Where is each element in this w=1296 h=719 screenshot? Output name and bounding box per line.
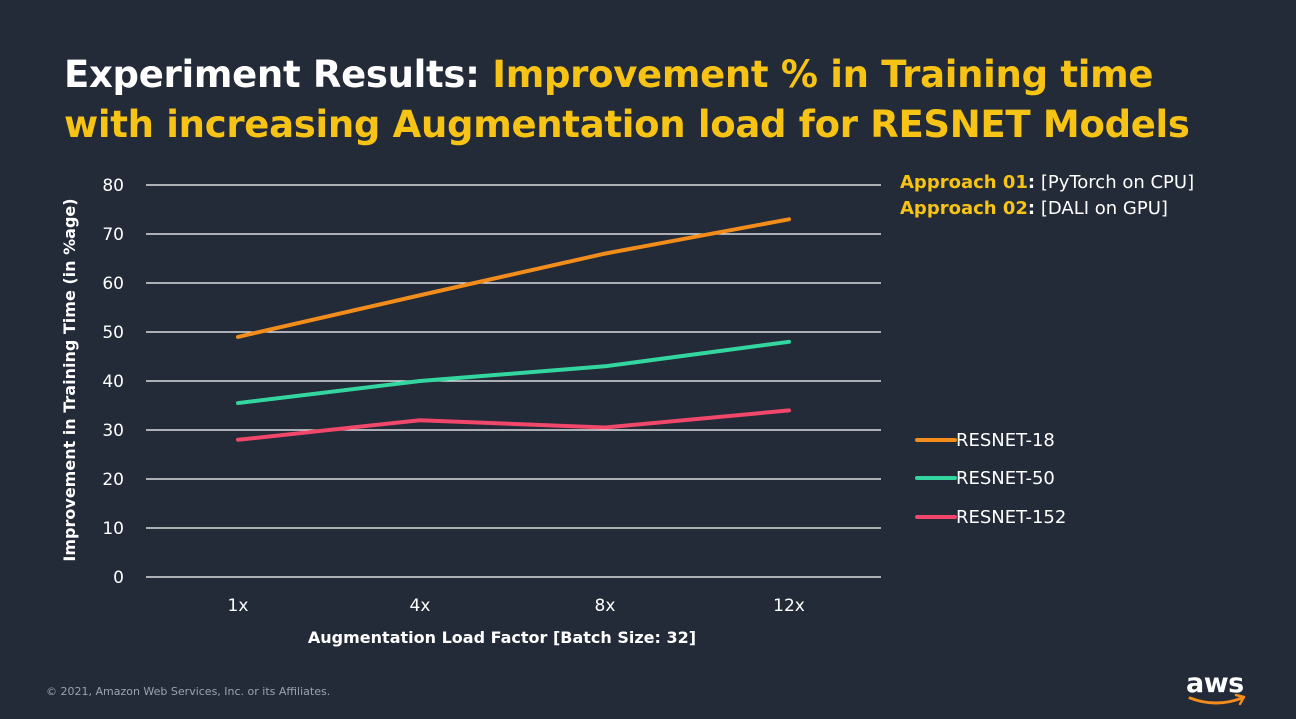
- x-tick-label: 12x: [773, 596, 805, 616]
- aws-arrow-icon: [1234, 693, 1246, 706]
- y-axis-ticks: 0 10 20 30 40 50 60 70 80: [102, 176, 124, 588]
- series-line-resnet-50: [236, 339, 791, 406]
- aws-logo: aws: [1186, 668, 1246, 706]
- x-tick-label: 8x: [595, 596, 616, 616]
- y-tick-label: 40: [102, 372, 124, 392]
- y-tick-label: 0: [113, 568, 124, 588]
- x-tick-label: 1x: [228, 596, 249, 616]
- chart-legend: RESNET-18 RESNET-50 RESNET-152: [915, 430, 1066, 528]
- y-tick-label: 50: [102, 323, 124, 343]
- aws-smile-icon: [1188, 696, 1244, 705]
- title-prefix: Experiment Results:: [64, 53, 480, 96]
- title-highlight-line2: with increasing Augmentation load for RE…: [64, 103, 1190, 146]
- aws-logo-text: aws: [1186, 668, 1244, 699]
- chart-series-lines: [236, 217, 791, 442]
- approach-02-value: [DALI on GPU]: [1040, 198, 1168, 219]
- approach-01-value: [PyTorch on CPU]: [1040, 172, 1195, 193]
- title-highlight-line1: Improvement % in Training time: [492, 53, 1154, 96]
- approach-02-key: Approach 02: [900, 198, 1028, 219]
- y-axis-label: Improvement in Training Time (in %age): [60, 198, 79, 561]
- y-tick-label: 20: [102, 470, 124, 490]
- y-tick-label: 10: [102, 519, 124, 539]
- series-line-resnet-152: [236, 408, 791, 442]
- approach-02-note: Approach 02: [DALI on GPU]: [900, 198, 1168, 219]
- y-tick-label: 30: [102, 421, 124, 441]
- copyright-footer: © 2021, Amazon Web Services, Inc. or its…: [46, 685, 331, 698]
- legend-label: RESNET-152: [956, 507, 1066, 528]
- y-tick-label: 80: [102, 176, 124, 196]
- approach-01-key: Approach 01: [900, 172, 1028, 193]
- legend-label: RESNET-18: [956, 430, 1055, 451]
- y-tick-label: 70: [102, 225, 124, 245]
- page-title: Experiment Results: Improvement % in Tra…: [64, 50, 1244, 150]
- x-tick-label: 4x: [410, 596, 431, 616]
- approach-01-note: Approach 01: [PyTorch on CPU]: [900, 172, 1195, 193]
- y-tick-label: 60: [102, 274, 124, 294]
- x-axis-label: Augmentation Load Factor [Batch Size: 32…: [308, 628, 696, 647]
- x-axis-ticks: 1x 4x 8x 12x: [228, 596, 805, 616]
- legend-label: RESNET-50: [956, 468, 1055, 489]
- series-line-resnet-18: [236, 217, 791, 339]
- chart-gridlines: [146, 184, 881, 578]
